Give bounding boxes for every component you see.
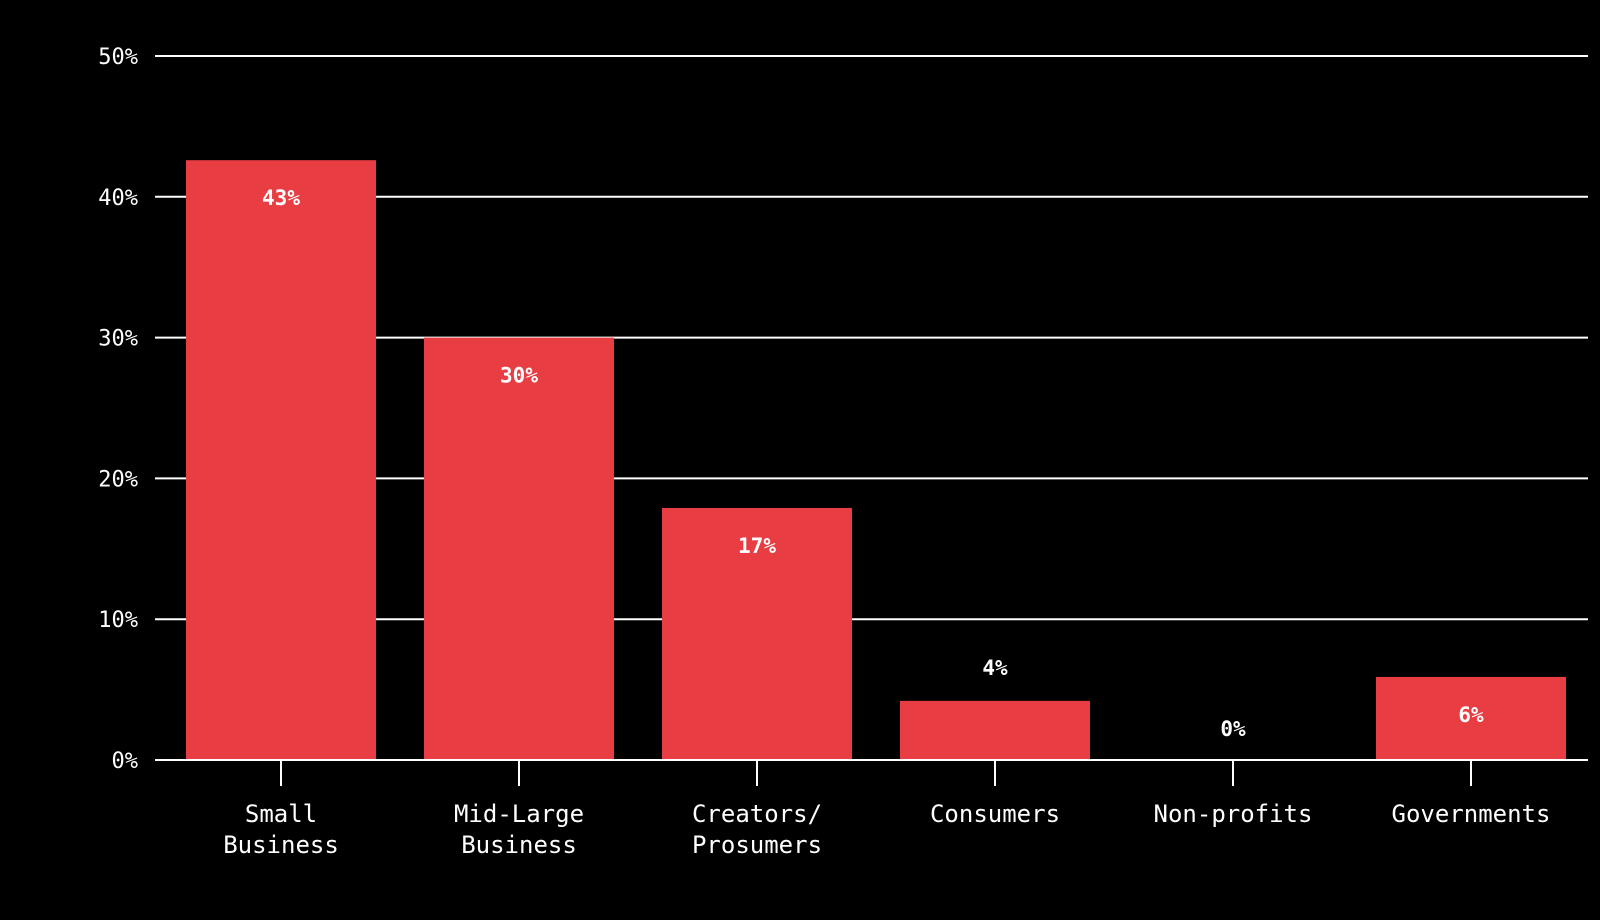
y-tick-label: 10% <box>98 608 138 633</box>
data-label: 6% <box>1458 703 1484 727</box>
bar <box>1376 676 1566 760</box>
category-label-line: Business <box>223 831 339 859</box>
data-labels: 43% 30% 17% 4% 0% 6% <box>262 186 1484 741</box>
category-label: Small Business <box>223 800 339 859</box>
category-label: Mid-Large Business <box>454 800 584 859</box>
bar <box>424 337 614 760</box>
bar <box>900 700 1090 760</box>
category-label-line: Consumers <box>930 800 1060 828</box>
category-label: Non-profits <box>1154 800 1313 828</box>
category-label: Consumers <box>930 800 1060 828</box>
category-label-line: Governments <box>1392 800 1551 828</box>
bar <box>186 160 376 760</box>
data-label: 4% <box>982 656 1008 680</box>
category-label-line: Business <box>461 831 577 859</box>
y-tick-label: 30% <box>98 327 138 352</box>
data-label: 17% <box>738 534 776 558</box>
data-label: 0% <box>1220 717 1246 741</box>
data-label: 30% <box>500 364 538 388</box>
category-label: Governments <box>1392 800 1551 828</box>
grid-lines <box>155 55 1588 621</box>
category-label-line: Non-profits <box>1154 800 1313 828</box>
y-tick-label: 0% <box>112 749 139 774</box>
data-label: 43% <box>262 186 300 210</box>
category-label: Creators/Prosumers <box>692 800 822 859</box>
y-tick-label: 50% <box>98 45 138 70</box>
category-label-line: Mid-Large <box>454 800 584 828</box>
x-axis <box>155 759 1588 786</box>
bars <box>186 160 1566 760</box>
category-label-line: Small <box>245 800 317 828</box>
y-axis-tick-labels: 0% 10% 20% 30% 40% 50% <box>98 45 138 774</box>
x-axis-category-labels: Small Business Mid-Large Business Creators/P… <box>223 800 1550 859</box>
y-tick-label: 20% <box>98 467 138 492</box>
y-tick-label: 40% <box>98 186 138 211</box>
bar <box>662 507 852 760</box>
category-label-line: Creators/ <box>692 800 822 828</box>
category-label-line: Prosumers <box>692 831 822 859</box>
